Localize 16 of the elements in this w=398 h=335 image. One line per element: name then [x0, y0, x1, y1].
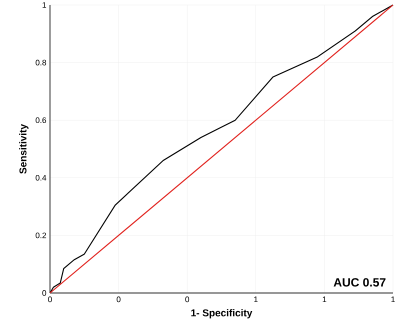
y-tick-label: 0.2 [36, 232, 46, 238]
y-tick-label: 0 [42, 290, 46, 296]
y-tick-label: 0.4 [36, 174, 46, 181]
x-tick-label: 0 [116, 296, 121, 302]
y-axis-title: Sensitivity [19, 124, 28, 174]
y-tick-label: 1 [42, 2, 46, 8]
annotation: AUC 0.57 [334, 278, 386, 287]
line-series [49, 4, 394, 294]
x-axis-title: 1- Specificity [191, 309, 252, 318]
x-tick-label: 1 [254, 296, 258, 302]
x-tick-label: 0 [185, 296, 190, 302]
y-tick-label: 0.6 [36, 117, 46, 124]
x-tick-label: 1 [391, 296, 395, 302]
x-tick-label: 0 [48, 296, 52, 302]
x-tick-label: 1 [322, 296, 326, 302]
y-tick-label: 0.8 [36, 60, 46, 66]
